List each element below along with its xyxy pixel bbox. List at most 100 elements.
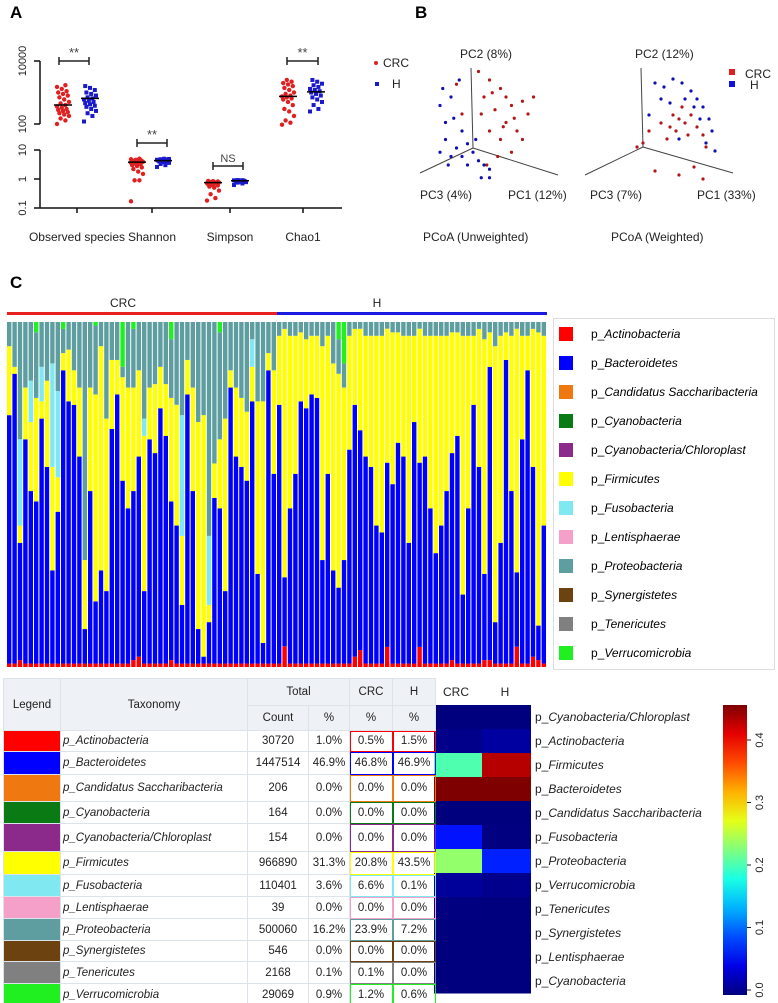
bar-segment-bacteroidetes (190, 491, 195, 664)
bar-segment-firmicutes (66, 349, 71, 402)
data-point-h (90, 113, 95, 118)
bar-segment-actinobacteria (104, 663, 109, 667)
bar-segment-proteobacteria (12, 322, 17, 367)
bar-segment-firmicutes (7, 346, 12, 416)
data-point-h (232, 183, 236, 188)
bar-segment-firmicutes (190, 387, 195, 492)
bar-segment-fusobacteria (39, 366, 44, 402)
bar-segment-bacteroidetes (88, 491, 93, 664)
bar-segment-firmicutes (201, 415, 206, 657)
total-pct-cell: 31.3% (308, 851, 350, 875)
bar-segment-proteobacteria (341, 363, 347, 388)
significance-label: ** (297, 45, 307, 60)
pcoa-point-crc (701, 177, 705, 181)
h-pct-cell: 0.0% (392, 774, 436, 802)
bar-segment-proteobacteria (282, 322, 287, 329)
heatmap-cell-crc (434, 729, 483, 754)
bar-segment-firmicutes (433, 335, 438, 554)
pcoa-point-crc (680, 105, 684, 109)
pcoa-point-crc (496, 154, 500, 159)
bar-segment-firmicutes (439, 335, 444, 526)
bar-segment-proteobacteria (530, 322, 536, 329)
bar-segment-actinobacteria (498, 663, 503, 667)
legend-h-marker (375, 82, 379, 86)
bar-segment-firmicutes (444, 335, 449, 492)
heatmap-cell-h (482, 705, 531, 730)
taxonomy-cell: p_Proteobacteria (60, 918, 248, 941)
data-point-h (85, 95, 90, 100)
bar-segment-firmicutes (12, 366, 17, 374)
bar-segment-proteobacteria (390, 322, 395, 333)
legend-label: p_Cyanobacteria (591, 413, 682, 428)
bar-segment-actinobacteria (17, 660, 23, 667)
bar-segment-bacteroidetes (509, 491, 514, 664)
data-point-crc (63, 83, 68, 88)
data-point-h (155, 164, 159, 169)
taxonomy-cell: p_Cyanobacteria/Chloroplast (60, 823, 248, 852)
bar-segment-bacteroidetes (109, 428, 114, 664)
pcoa-point-crc (704, 145, 708, 149)
pcoa-point-crc (526, 112, 530, 116)
bar-segment-firmicutes (39, 401, 44, 419)
bar-segment-actinobacteria (363, 663, 368, 667)
data-point-crc (291, 113, 297, 119)
bar-segment-bacteroidetes (422, 456, 428, 664)
bar-segment-bacteroidetes (385, 462, 390, 647)
bar-segment-bacteroidetes (287, 508, 293, 664)
bar-segment-bacteroidetes (368, 466, 374, 664)
pcoa-point-crc (692, 165, 696, 169)
bar-segment-proteobacteria (358, 322, 363, 329)
bar-segment-bacteroidetes (412, 422, 417, 664)
bar-segment-bacteroidetes (406, 542, 411, 664)
pcoa-point-h (438, 103, 442, 108)
data-point-crc (128, 157, 134, 162)
taxonomy-cell: p_Cyanobacteria (60, 801, 248, 824)
data-point-crc (281, 80, 286, 86)
taxonomy-cell: p_Actinobacteria (60, 730, 248, 752)
legend-item: p_Actinobacteria (559, 319, 680, 348)
heatmap-cell-h (482, 921, 531, 946)
total-pct-cell: 0.0% (308, 823, 350, 852)
heatmap-row-label: p_Lentisphaerae (535, 950, 625, 964)
heatmap-cell-crc (434, 897, 483, 922)
pcoa-point-crc (635, 145, 639, 149)
heatmap-cell-crc (434, 873, 483, 898)
heatmap-row-label: p_Verrucomicrobia (535, 878, 636, 892)
bar-segment-bacteroidetes (206, 622, 212, 664)
bar-segment-bacteroidetes (277, 404, 282, 664)
bar-segment-bacteroidetes (228, 387, 233, 664)
h-pct-cell: 0.0% (392, 940, 436, 962)
data-point-crc (64, 88, 69, 94)
bar-segment-actinobacteria (298, 663, 303, 667)
bar-segment-firmicutes (260, 401, 266, 643)
h-pct-cell: 0.6% (392, 983, 436, 1003)
bar-segment-proteobacteria (422, 322, 428, 336)
bar-segment-bacteroidetes (239, 466, 244, 664)
significance-bracket (58, 57, 90, 65)
bar-segment-proteobacteria (44, 322, 50, 381)
bar-segment-actinobacteria (93, 663, 98, 667)
data-point-crc (56, 90, 61, 95)
pcoa-point-crc (498, 86, 503, 91)
crc-pct-cell: 0.0% (349, 774, 393, 802)
bar-segment-proteobacteria (55, 322, 60, 391)
bar-segment-proteobacteria (185, 322, 190, 360)
data-point-crc (57, 95, 62, 100)
bar-segment-proteobacteria (347, 322, 352, 336)
pcoa-title: PCoA (Weighted) (611, 230, 704, 244)
h-pct-cell: 0.0% (392, 801, 436, 824)
bar-segment-verrucomicrobia (336, 322, 341, 340)
data-point-crc (65, 93, 71, 98)
bar-segment-firmicutes (271, 370, 276, 474)
significance-label: ** (147, 127, 157, 142)
pcoa-point-crc (647, 129, 651, 133)
bar-segment-bacteroidetes (158, 408, 163, 664)
data-point-crc (60, 91, 66, 97)
pcoa-point-crc (490, 91, 494, 95)
bar-segment-bacteroidetes (28, 491, 33, 664)
bar-segment-proteobacteria (190, 322, 195, 388)
bar-segment-proteobacteria (61, 328, 66, 354)
taxonomy-cell: p_Fusobacteria (60, 874, 248, 897)
heatmap-cell-crc (434, 753, 483, 778)
